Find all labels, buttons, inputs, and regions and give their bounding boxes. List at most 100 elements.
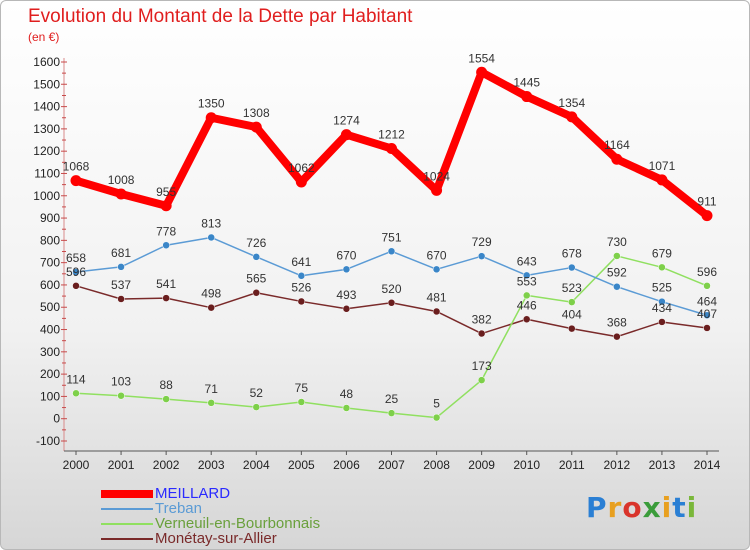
data-label-verneuil: 75 bbox=[295, 381, 309, 395]
point-meillard bbox=[521, 91, 533, 103]
point-monetay bbox=[432, 307, 441, 316]
point-meillard bbox=[656, 174, 668, 186]
point-verneuil bbox=[613, 252, 621, 260]
point-monetay bbox=[252, 288, 261, 297]
point-verneuil bbox=[432, 413, 441, 422]
point-monetay bbox=[387, 299, 396, 307]
x-tick-label: 2010 bbox=[513, 458, 540, 472]
data-label-treban: 751 bbox=[381, 230, 401, 244]
legend-swatch-treban bbox=[101, 507, 153, 510]
x-tick-label: 2014 bbox=[694, 458, 721, 472]
data-label-monetay: 481 bbox=[427, 290, 447, 304]
point-verneuil bbox=[207, 399, 215, 407]
point-meillard bbox=[701, 210, 713, 222]
point-monetay bbox=[568, 324, 576, 333]
x-tick-label: 2000 bbox=[63, 458, 90, 472]
x-tick-label: 2008 bbox=[423, 458, 450, 472]
data-labels: 596 537 541 498 565 526 493 520 481 382 446 404 368 4… bbox=[63, 51, 718, 410]
point-verneuil bbox=[658, 263, 666, 272]
point-monetay bbox=[658, 318, 666, 326]
y-tick-label: 1400 bbox=[33, 100, 60, 114]
data-label-verneuil: 5 bbox=[433, 397, 440, 411]
y-tick-label: 300 bbox=[40, 345, 60, 359]
data-label-monetay: 407 bbox=[697, 307, 717, 321]
legend: MEILLARD Treban Verneuil-en-Bourbonnais … bbox=[101, 486, 320, 546]
data-label-treban: 681 bbox=[111, 246, 131, 260]
legend-label-treban: Treban bbox=[155, 500, 202, 517]
x-tick-label: 2003 bbox=[198, 458, 225, 472]
data-label-verneuil: 553 bbox=[517, 274, 537, 288]
point-monetay bbox=[117, 295, 125, 303]
point-meillard bbox=[611, 153, 623, 165]
data-label-monetay: 446 bbox=[517, 298, 537, 312]
point-treban bbox=[162, 241, 170, 250]
data-label-verneuil: 88 bbox=[159, 378, 173, 392]
data-label-meillard: 1062 bbox=[288, 161, 315, 175]
data-label-treban: 658 bbox=[66, 251, 86, 265]
point-monetay bbox=[297, 297, 306, 306]
point-treban bbox=[522, 271, 531, 280]
point-verneuil bbox=[477, 376, 486, 384]
data-label-treban: 592 bbox=[607, 266, 627, 280]
x-tick-label: 2013 bbox=[649, 458, 676, 472]
data-label-treban: 729 bbox=[472, 235, 492, 249]
point-meillard bbox=[431, 184, 443, 196]
y-tick-label: -100 bbox=[36, 434, 60, 448]
data-label-meillard: 911 bbox=[697, 195, 716, 209]
y-tick-label: 100 bbox=[40, 389, 60, 403]
point-meillard bbox=[250, 121, 262, 133]
point-monetay bbox=[162, 294, 170, 302]
data-label-monetay: 498 bbox=[201, 287, 221, 301]
data-label-meillard: 1274 bbox=[333, 114, 360, 128]
y-tick-label: 500 bbox=[40, 300, 60, 314]
legend-label-monetay: Monétay-sur-Allier bbox=[155, 530, 277, 547]
point-monetay bbox=[703, 324, 711, 332]
legend-swatch-verneuil bbox=[101, 522, 153, 525]
x-tick-label: 2011 bbox=[559, 458, 585, 472]
point-verneuil bbox=[703, 282, 711, 290]
point-verneuil bbox=[387, 409, 396, 417]
legend-swatch-monetay bbox=[101, 537, 153, 540]
data-label-verneuil: 730 bbox=[607, 235, 627, 249]
point-treban bbox=[658, 297, 666, 306]
x-tick-label: 2012 bbox=[604, 458, 631, 472]
data-label-treban: 641 bbox=[291, 255, 311, 269]
data-label-meillard: 955 bbox=[156, 185, 176, 199]
logo-letter: t bbox=[672, 491, 687, 524]
data-label-treban: 670 bbox=[336, 248, 356, 262]
data-label-verneuil: 523 bbox=[562, 281, 582, 295]
y-tick-label: 800 bbox=[40, 233, 60, 247]
point-meillard bbox=[295, 176, 307, 188]
point-verneuil bbox=[297, 398, 306, 406]
data-label-monetay: 526 bbox=[291, 280, 311, 294]
point-meillard bbox=[115, 188, 127, 200]
data-label-monetay: 520 bbox=[381, 282, 401, 296]
point-treban bbox=[387, 247, 396, 256]
axes: -100 0 100 200 300 400 500 600 700 800 900 1000 1100… bbox=[33, 55, 720, 472]
x-tick-label: 2006 bbox=[333, 458, 360, 472]
proxiti-logo: Proxiti bbox=[586, 491, 697, 524]
point-meillard bbox=[566, 111, 578, 123]
x-tick-label: 2004 bbox=[243, 458, 270, 472]
data-label-monetay: 368 bbox=[607, 316, 627, 330]
point-treban bbox=[568, 263, 576, 272]
legend-item-verneuil: Verneuil-en-Bourbonnais bbox=[101, 516, 320, 531]
y-tick-label: 400 bbox=[40, 323, 60, 337]
y-tick-label: 1200 bbox=[33, 144, 60, 158]
x-tick-label: 2009 bbox=[468, 458, 495, 472]
point-verneuil bbox=[568, 298, 576, 306]
data-label-verneuil: 48 bbox=[340, 387, 354, 401]
legend-item-meillard: MEILLARD bbox=[101, 486, 320, 501]
data-label-treban: 643 bbox=[517, 254, 537, 268]
logo-letter: o bbox=[622, 491, 643, 524]
logo-letter: P bbox=[586, 491, 608, 524]
point-treban bbox=[703, 311, 711, 320]
point-verneuil bbox=[522, 291, 531, 300]
data-label-meillard: 1068 bbox=[63, 160, 90, 174]
data-label-meillard: 1212 bbox=[378, 128, 405, 142]
data-label-monetay: 493 bbox=[336, 288, 356, 302]
point-monetay bbox=[72, 282, 80, 290]
legend-item-treban: Treban bbox=[101, 501, 320, 516]
data-label-verneuil: 173 bbox=[472, 359, 492, 373]
logo-letter: i bbox=[686, 491, 698, 524]
